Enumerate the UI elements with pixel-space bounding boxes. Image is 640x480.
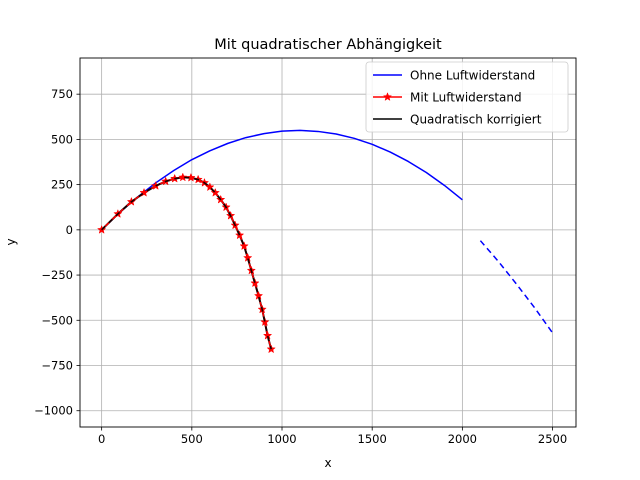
axis-ticks: 0 500 1000 1500 2000 2500 −1000 −750 −500 −250 0 25…	[34, 87, 567, 446]
y-tick-label: 750	[51, 87, 73, 101]
legend-label: Mit Luftwiderstand	[410, 91, 522, 105]
y-axis-label: y	[4, 238, 18, 245]
y-tick-label: 0	[66, 223, 73, 237]
x-tick-label: 1500	[358, 432, 387, 446]
data-point-star	[186, 172, 196, 182]
data-point-star	[205, 182, 215, 192]
x-tick-label: 0	[98, 432, 105, 446]
x-axis-label: x	[324, 456, 331, 470]
y-tick-label: −750	[41, 359, 73, 373]
chart-title: Mit quadratischer Abhängigkeit	[214, 37, 442, 53]
x-tick-label: 2000	[448, 432, 477, 446]
data-point-star	[139, 187, 149, 197]
y-tick-label: −500	[41, 313, 73, 327]
data-point-star	[260, 317, 270, 327]
plot-frame	[79, 57, 577, 428]
legend-label: Ohne Luftwiderstand	[410, 69, 535, 83]
legend: Ohne Luftwiderstand Mit Luftwiderstand Qua…	[365, 61, 569, 133]
y-tick-label: 500	[51, 132, 73, 146]
data-point-star	[178, 172, 188, 182]
x-tick-label: 1000	[267, 432, 296, 446]
x-tick-label: 500	[181, 432, 203, 446]
data-point-star	[250, 278, 260, 288]
plot-series	[96, 129, 554, 354]
y-tick-label: −250	[41, 268, 73, 282]
y-tick-label: −1000	[34, 404, 73, 418]
x-tick-label: 2500	[538, 432, 567, 446]
grid	[80, 58, 576, 427]
y-tick-label: 250	[51, 178, 73, 192]
ohne-luftwiderstand-line	[101, 129, 463, 231]
legend-label: Quadratisch korrigiert	[410, 113, 542, 127]
quadratisch-korrigiert-overlay	[101, 176, 272, 350]
data-point-star	[210, 187, 220, 197]
legend-marker	[382, 92, 393, 101]
data-point-star	[239, 241, 249, 251]
legend-box	[365, 61, 569, 133]
